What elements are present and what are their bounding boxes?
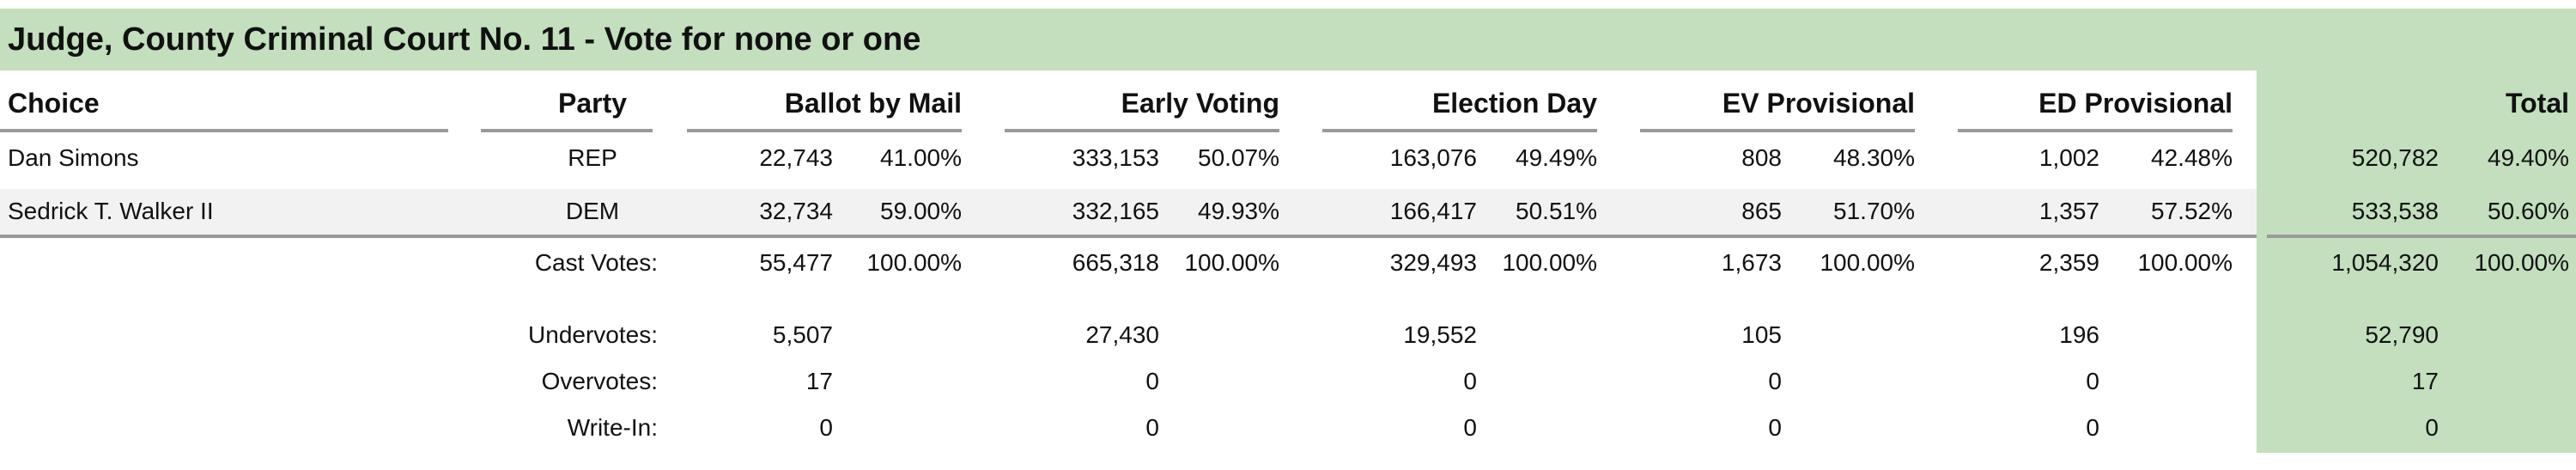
- total-percent: 50.60%: [2488, 198, 2569, 224]
- choice-name: Sedrick T. Walker II: [8, 198, 214, 224]
- header-rule-choice: [0, 129, 448, 132]
- cast-votes-rule-total: [2267, 235, 2576, 238]
- ed-provisional-votes: 2,359: [2038, 249, 2099, 276]
- early-percent: 49.93%: [1198, 198, 1279, 224]
- header-rule-ev: [1005, 129, 1279, 132]
- election-day-votes: 166,417: [1389, 198, 1477, 224]
- early-votes: 333,153: [1072, 144, 1159, 171]
- header-rule-evp: [1640, 129, 1915, 132]
- early-votes: 0: [1145, 368, 1159, 394]
- party-label: REP: [568, 144, 617, 171]
- mail-percent: 100.00%: [866, 249, 962, 276]
- ed-provisional-votes: 1,002: [2038, 144, 2099, 171]
- header-rule-mail: [687, 129, 962, 132]
- ed-provisional-percent: 100.00%: [2137, 249, 2233, 276]
- ev-provisional-votes: 808: [1741, 144, 1782, 171]
- ev-provisional-percent: 48.30%: [1833, 144, 1915, 171]
- header-choice: Choice: [8, 88, 100, 119]
- total-percent: 49.40%: [2488, 144, 2569, 171]
- mail-votes: 55,477: [759, 249, 833, 276]
- header-election-day: Election Day: [1431, 88, 1597, 119]
- early-percent: 50.07%: [1198, 144, 1279, 171]
- header-party: Party: [557, 88, 628, 119]
- ev-provisional-votes: 0: [1768, 368, 1782, 394]
- mail-percent: 59.00%: [880, 198, 962, 224]
- undervotes-label: Undervotes:: [528, 321, 658, 348]
- ev-provisional-percent: 100.00%: [1820, 249, 1915, 276]
- mail-votes: 5,507: [772, 321, 833, 348]
- header-ev-provisional: EV Provisional: [1722, 88, 1915, 119]
- cast-votes-rule: [0, 235, 2257, 238]
- total-votes: 533,538: [2351, 198, 2439, 224]
- cast-votes-label: Cast Votes:: [534, 249, 658, 276]
- write-in-label: Write-In:: [567, 414, 658, 441]
- ed-provisional-votes: 0: [2086, 368, 2099, 394]
- election-day-votes: 329,493: [1389, 249, 1477, 276]
- election-day-percent: 50.51%: [1516, 198, 1597, 224]
- mail-votes: 0: [819, 414, 833, 441]
- header-rule-edp: [1958, 129, 2233, 132]
- overvotes-label: Overvotes:: [541, 368, 658, 394]
- header-rule-ed: [1322, 129, 1597, 132]
- ev-provisional-percent: 51.70%: [1833, 198, 1915, 224]
- election-day-percent: 49.49%: [1516, 144, 1597, 171]
- header-ballot-by-mail: Ballot by Mail: [784, 88, 962, 119]
- early-votes: 0: [1145, 414, 1159, 441]
- mail-votes: 17: [805, 368, 833, 394]
- party-label: DEM: [565, 198, 620, 224]
- ed-provisional-votes: 1,357: [2038, 198, 2099, 224]
- choice-name: Dan Simons: [8, 144, 139, 171]
- header-total: Total: [2505, 88, 2569, 119]
- mail-votes: 32,734: [759, 198, 833, 224]
- early-percent: 100.00%: [1184, 249, 1279, 276]
- election-day-votes: 19,552: [1403, 321, 1477, 348]
- early-votes: 665,318: [1072, 249, 1159, 276]
- early-votes: 27,430: [1085, 321, 1159, 348]
- total-votes: 17: [2411, 368, 2439, 394]
- early-votes: 332,165: [1072, 198, 1159, 224]
- total-votes: 520,782: [2351, 144, 2439, 171]
- election-day-votes: 163,076: [1389, 144, 1477, 171]
- ev-provisional-votes: 1,673: [1721, 249, 1782, 276]
- total-percent: 100.00%: [2474, 249, 2569, 276]
- header-rule-party: [481, 129, 653, 132]
- ed-provisional-votes: 0: [2086, 414, 2099, 441]
- ev-provisional-votes: 865: [1741, 198, 1782, 224]
- total-column-panel: [2257, 70, 2576, 453]
- ev-provisional-votes: 0: [1768, 414, 1782, 441]
- row-shading: [0, 189, 2257, 235]
- ed-provisional-percent: 57.52%: [2151, 198, 2233, 224]
- ev-provisional-votes: 105: [1741, 321, 1782, 348]
- ed-provisional-votes: 196: [2059, 321, 2099, 348]
- header-early-voting: Early Voting: [1121, 88, 1279, 119]
- election-day-votes: 0: [1463, 414, 1477, 441]
- election-day-votes: 0: [1463, 368, 1477, 394]
- total-votes: 1,054,320: [2331, 249, 2439, 276]
- total-votes: 52,790: [2365, 321, 2439, 348]
- mail-percent: 41.00%: [880, 144, 962, 171]
- election-day-percent: 100.00%: [1502, 249, 1597, 276]
- header-ed-provisional: ED Provisional: [2038, 88, 2233, 119]
- total-votes: 0: [2425, 414, 2439, 441]
- ed-provisional-percent: 42.48%: [2151, 144, 2233, 171]
- mail-votes: 22,743: [759, 144, 833, 171]
- contest-title: Judge, County Criminal Court No. 11 - Vo…: [0, 9, 2576, 70]
